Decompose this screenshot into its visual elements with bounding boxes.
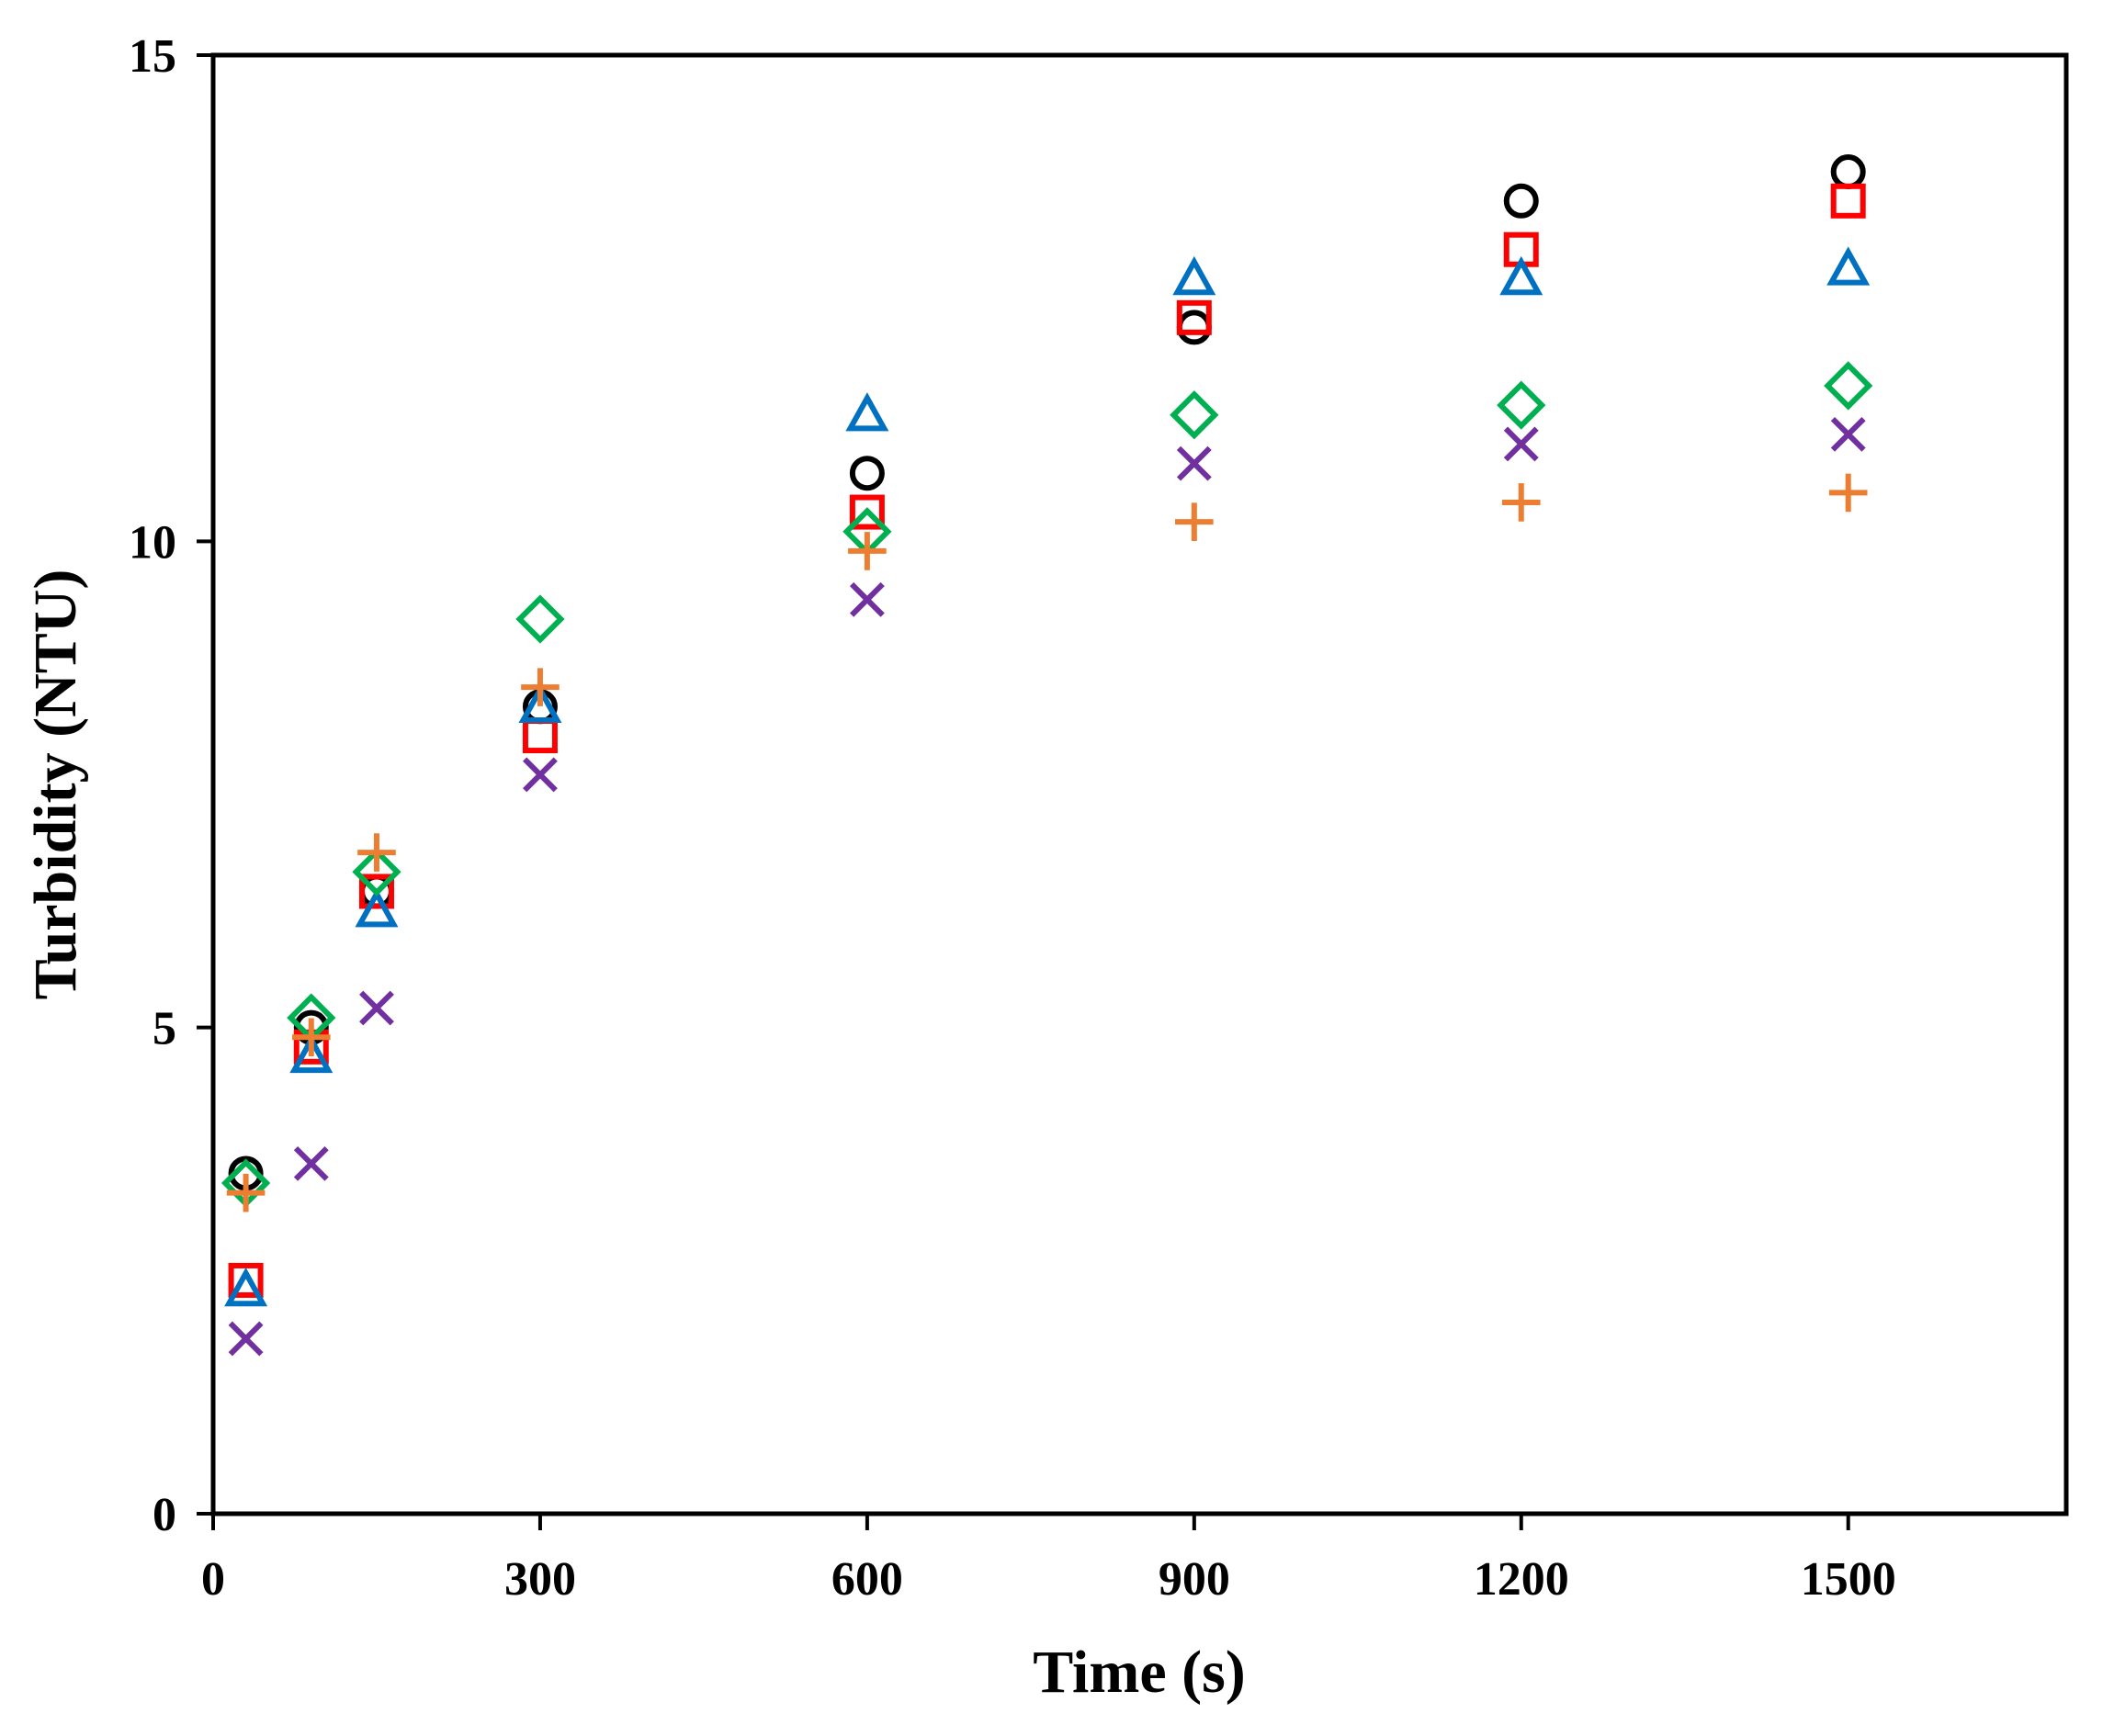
data-point-square bbox=[1830, 183, 1866, 219]
data-point-triangle bbox=[518, 683, 562, 724]
data-point-x bbox=[359, 990, 394, 1026]
series-diamond bbox=[220, 361, 1873, 1208]
x-axis-title: Time (s) bbox=[1033, 1639, 1246, 1706]
data-point-diamond bbox=[352, 847, 401, 896]
y-tick-label: 10 bbox=[129, 516, 176, 569]
data-point-plus bbox=[226, 1173, 266, 1212]
x-tick-labels: 0 300 600 900 1200 1500 bbox=[201, 1553, 1896, 1606]
data-point-square bbox=[849, 494, 885, 530]
series-square bbox=[228, 183, 1866, 1298]
data-point-triangle bbox=[355, 888, 399, 928]
data-point-triangle bbox=[1826, 246, 1871, 286]
data-point-triangle bbox=[289, 1033, 334, 1074]
x-tick-label: 1200 bbox=[1474, 1553, 1569, 1606]
x-tick-label: 300 bbox=[504, 1553, 576, 1606]
data-point-plus bbox=[1501, 483, 1541, 522]
y-tick-label: 15 bbox=[129, 30, 176, 83]
data-point-plus bbox=[848, 532, 887, 570]
data-point-triangle bbox=[1172, 255, 1216, 296]
data-point-circle bbox=[849, 456, 885, 491]
data-point-diamond bbox=[1497, 380, 1546, 430]
data-point-triangle bbox=[845, 392, 889, 432]
data-point-x bbox=[1503, 426, 1539, 462]
y-tick-label: 5 bbox=[153, 1003, 176, 1055]
data-point-plus bbox=[521, 668, 560, 706]
data-point-diamond bbox=[515, 594, 565, 644]
data-point-x bbox=[849, 581, 885, 617]
data-point-diamond bbox=[1824, 361, 1873, 411]
series-circle bbox=[228, 154, 1866, 1191]
data-point-plus bbox=[357, 833, 396, 872]
x-tick-label: 1500 bbox=[1801, 1553, 1896, 1606]
series-plus bbox=[226, 473, 1868, 1212]
y-tick-label: 0 bbox=[153, 1489, 176, 1541]
data-point-circle bbox=[1503, 183, 1539, 219]
x-tick-marks bbox=[211, 1514, 1850, 1530]
data-point-square bbox=[358, 874, 394, 909]
data-point-plus bbox=[291, 1018, 331, 1057]
data-point-diamond bbox=[1170, 390, 1219, 440]
y-axis-title: Turbidity (NTU) bbox=[22, 569, 89, 1000]
data-point-circle bbox=[1830, 154, 1866, 190]
x-tick-label: 600 bbox=[831, 1553, 903, 1606]
data-point-plus bbox=[1828, 473, 1868, 513]
data-point-triangle bbox=[1499, 255, 1543, 296]
x-tick-label: 0 bbox=[201, 1553, 225, 1606]
data-point-x bbox=[1830, 416, 1866, 452]
data-point-triangle bbox=[224, 1267, 268, 1307]
x-tick-label: 900 bbox=[1159, 1553, 1230, 1606]
series-x bbox=[228, 416, 1866, 1357]
data-point-square bbox=[228, 1262, 264, 1298]
data-point-square bbox=[522, 718, 558, 754]
data-point-plus bbox=[1175, 502, 1214, 541]
series-triangle bbox=[224, 246, 1871, 1307]
data-point-x bbox=[1176, 445, 1212, 481]
data-point-x bbox=[523, 757, 558, 793]
data-point-circle bbox=[1176, 310, 1212, 345]
plot-frame bbox=[210, 52, 2069, 1516]
y-tick-marks bbox=[197, 53, 213, 1516]
data-point-x bbox=[293, 1145, 329, 1181]
y-tick-labels: 0 5 10 15 bbox=[129, 30, 176, 1541]
data-points bbox=[220, 154, 1873, 1357]
data-point-x bbox=[228, 1321, 264, 1357]
data-point-square bbox=[1176, 299, 1212, 335]
